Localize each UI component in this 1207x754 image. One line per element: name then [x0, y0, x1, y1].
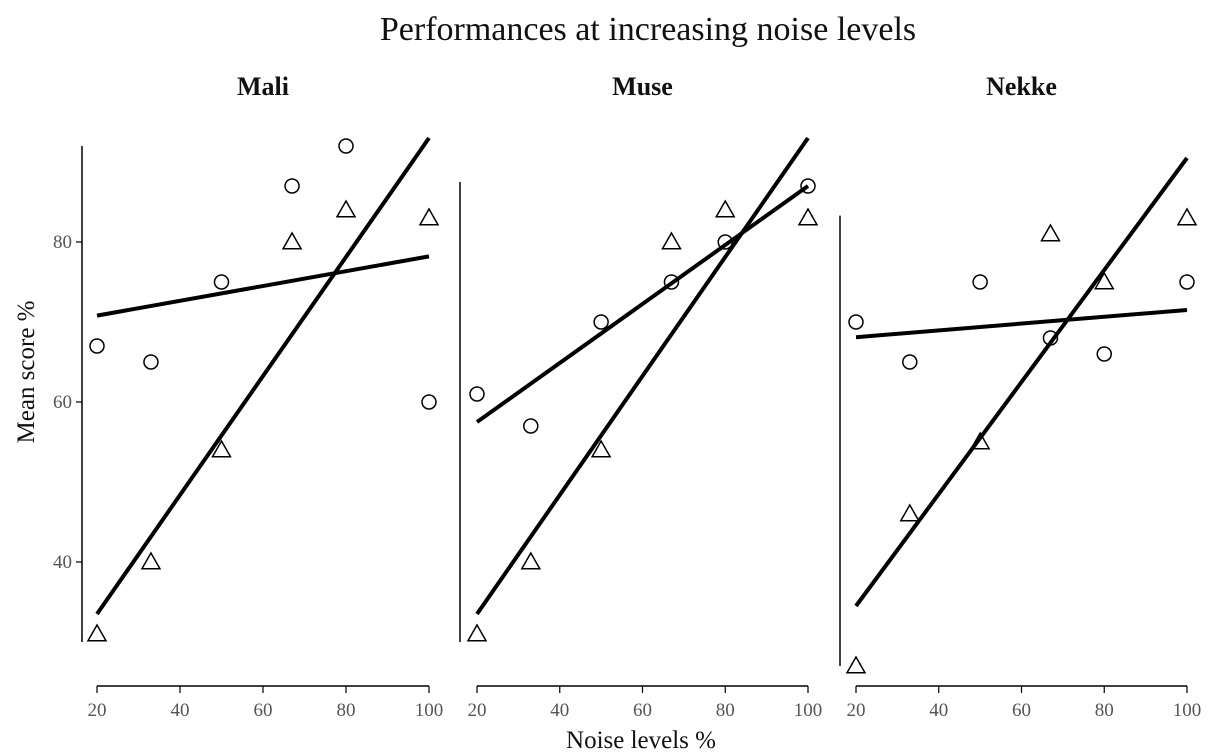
data-point-triangle: [969, 431, 991, 450]
data-point-triangle: [466, 623, 488, 642]
data-point-circle: [1096, 346, 1112, 362]
y-tick-label: 80: [53, 232, 72, 253]
fit-line-triangle: [95, 136, 431, 616]
x-tick-label: 80: [337, 700, 356, 721]
data-point-triangle: [714, 199, 736, 218]
data-point-circle: [593, 314, 609, 330]
panel-title: Nekke: [986, 72, 1057, 101]
data-point-triangle: [520, 551, 542, 570]
data-point-triangle: [661, 231, 682, 250]
x-tick-label: 20: [468, 700, 487, 721]
data-point-circle: [213, 274, 230, 290]
data-point-circle: [972, 274, 988, 290]
chart-title: Performances at increasing noise levels: [380, 11, 916, 48]
x-axis-title: Noise levels %: [566, 727, 716, 754]
fit-line-circle: [855, 308, 1188, 340]
data-point-circle: [717, 234, 733, 250]
x-tick-label: 20: [88, 700, 107, 721]
fit-line-circle: [475, 184, 810, 424]
data-point-triangle: [211, 439, 232, 458]
x-tick-label: 100: [415, 700, 444, 721]
panel-title: Muse: [612, 72, 673, 101]
data-point-triangle: [845, 655, 867, 674]
x-tick-label: 20: [847, 700, 866, 721]
data-point-triangle: [590, 439, 612, 458]
x-tick-label: 40: [929, 700, 948, 721]
data-point-triangle: [1176, 207, 1198, 226]
x-tick-label: 60: [254, 700, 273, 721]
data-point-circle: [284, 178, 300, 194]
data-point-triangle: [797, 207, 819, 226]
data-point-triangle: [1093, 271, 1115, 290]
data-point-circle: [1179, 274, 1195, 290]
x-tick-label: 80: [716, 700, 735, 721]
x-tick-label: 100: [1173, 700, 1202, 721]
y-tick-label: 40: [53, 552, 72, 573]
fit-line-triangle: [854, 156, 1189, 608]
x-tick-label: 60: [633, 700, 652, 721]
x-tick-label: 40: [550, 700, 569, 721]
fit-line-circle: [96, 254, 430, 318]
data-point-circle: [848, 314, 864, 330]
data-point-circle: [143, 354, 159, 370]
panel-mali: Mali 40 60 80 20 40 60 80 100: [53, 72, 443, 721]
data-point-triangle: [1040, 223, 1061, 242]
data-point-circle: [469, 386, 485, 402]
data-point-triangle: [418, 207, 440, 226]
data-point-circle: [902, 354, 918, 370]
data-point-circle: [800, 178, 816, 194]
data-point-triangle: [335, 199, 357, 218]
data-point-triangle: [281, 231, 303, 250]
data-point-circle: [663, 274, 680, 290]
data-point-triangle: [140, 551, 162, 570]
panel-nekke: Nekke 20 40 60 80 100: [839, 72, 1202, 721]
data-point-circle: [421, 394, 437, 410]
data-point-circle: [523, 418, 539, 434]
x-tick-label: 40: [171, 700, 190, 721]
x-tick-label: 60: [1012, 700, 1031, 721]
data-point-circle: [338, 138, 354, 154]
data-point-triangle: [86, 623, 108, 642]
x-tick-label: 100: [794, 700, 823, 721]
data-point-circle: [89, 338, 105, 354]
panel-muse: Muse 20 40 60 80 100: [459, 72, 823, 721]
data-point-triangle: [899, 503, 921, 522]
y-axis-title: Mean score %: [13, 301, 40, 444]
y-tick-label: 60: [53, 392, 72, 413]
panel-title: Mali: [237, 72, 289, 101]
x-tick-label: 80: [1095, 700, 1114, 721]
fit-line-triangle: [475, 136, 810, 616]
